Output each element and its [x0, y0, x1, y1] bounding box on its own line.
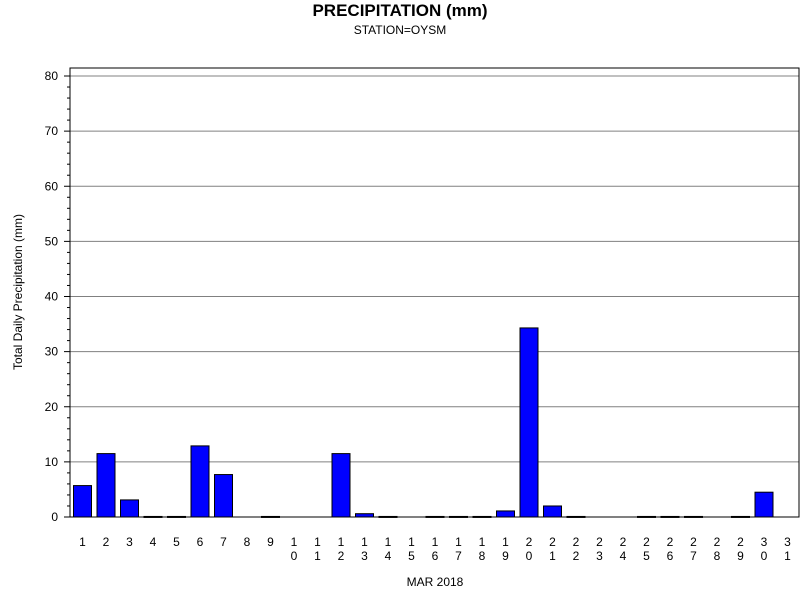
- x-tick-label: 7: [220, 535, 227, 549]
- x-tick-label: 1: [479, 535, 486, 549]
- axes: [69, 67, 800, 518]
- bar: [754, 491, 774, 518]
- x-tick-label: 1: [79, 535, 86, 549]
- x-tick-label: 3: [126, 535, 133, 549]
- chart-subtitle: STATION=OYSM: [353, 23, 447, 37]
- x-tick-label: 2: [549, 535, 556, 549]
- x-tick-label: 2: [596, 535, 603, 549]
- bar: [496, 510, 515, 518]
- x-tick-label: 1: [549, 549, 556, 563]
- x-tick-label: 4: [620, 549, 627, 563]
- x-tick-label: 7: [690, 549, 697, 563]
- x-tick-label: 3: [784, 535, 791, 549]
- x-tick-label: 2: [526, 535, 533, 549]
- y-tick-label: 70: [45, 124, 59, 138]
- bar: [543, 505, 562, 518]
- x-tick-label: 0: [526, 549, 533, 563]
- x-tick-label: 3: [596, 549, 603, 563]
- x-tick-label: 2: [690, 535, 697, 549]
- x-tick-label: 6: [667, 549, 674, 563]
- x-tick-label: 4: [385, 549, 392, 563]
- x-tick-label: 4: [150, 535, 157, 549]
- x-tick-label: 1: [361, 535, 368, 549]
- bar: [73, 485, 92, 518]
- x-tick-label: 7: [455, 549, 462, 563]
- y-ticks: 0 10 20 30 40 50 60 70 80: [45, 69, 70, 524]
- x-tick-label: 5: [408, 549, 415, 563]
- y-tick-label: 20: [45, 400, 59, 414]
- y-tick-label: 0: [51, 510, 58, 524]
- x-tick-label: 2: [103, 535, 110, 549]
- x-tick-label: 3: [361, 549, 368, 563]
- bar: [120, 499, 139, 518]
- bar: [519, 327, 539, 518]
- x-tick-label: 2: [338, 549, 345, 563]
- x-tick-label: 8: [479, 549, 486, 563]
- x-axis-label: MAR 2018: [406, 575, 464, 589]
- bar: [331, 453, 351, 518]
- x-tick-label: 1: [338, 535, 345, 549]
- x-tick-label: 1: [385, 535, 392, 549]
- y-tick-label: 50: [45, 234, 59, 248]
- x-tick-label: 9: [267, 535, 274, 549]
- x-tick-label: 2: [643, 535, 650, 549]
- x-tick-label: 1: [455, 535, 462, 549]
- x-tick-label: 3: [761, 535, 768, 549]
- x-tick-label: 2: [737, 535, 744, 549]
- x-tick-label: 5: [173, 535, 180, 549]
- x-tick-label: 9: [737, 549, 744, 563]
- grid-lines: [70, 75, 799, 463]
- x-tick-label: 0: [291, 549, 298, 563]
- plot-frame: [69, 67, 800, 518]
- x-tick-label: 1: [432, 535, 439, 549]
- x-tick-label: 9: [502, 549, 509, 563]
- bar: [96, 453, 116, 518]
- x-tick-label: 1: [502, 535, 509, 549]
- bar: [214, 474, 233, 518]
- y-tick-label: 30: [45, 345, 59, 359]
- bar: [190, 445, 210, 518]
- x-tick-label: 1: [314, 535, 321, 549]
- x-tick-label: 6: [432, 549, 439, 563]
- x-tick-label: 8: [714, 549, 721, 563]
- x-tick-label: 1: [784, 549, 791, 563]
- x-tick-label: 1: [408, 535, 415, 549]
- x-tick-label: 5: [643, 549, 650, 563]
- chart-title: PRECIPITATION (mm): [312, 1, 488, 20]
- bars: [73, 327, 774, 518]
- x-tick-label: 2: [714, 535, 721, 549]
- x-tick-label: 2: [667, 535, 674, 549]
- y-tick-label: 10: [45, 455, 59, 469]
- x-ticks: 1 2 3 4 5 6 7 8 9 1011121314151617181920212223242…: [79, 535, 791, 563]
- y-tick-label: 80: [45, 69, 59, 83]
- y-tick-label: 60: [45, 179, 59, 193]
- x-tick-label: 1: [314, 549, 321, 563]
- x-tick-label: 2: [573, 535, 580, 549]
- x-tick-label: 8: [244, 535, 251, 549]
- x-tick-label: 2: [573, 549, 580, 563]
- y-tick-label: 40: [45, 290, 59, 304]
- x-tick-label: 0: [761, 549, 768, 563]
- x-tick-label: 6: [197, 535, 204, 549]
- x-tick-label: 2: [620, 535, 627, 549]
- x-tick-label: 1: [291, 535, 298, 549]
